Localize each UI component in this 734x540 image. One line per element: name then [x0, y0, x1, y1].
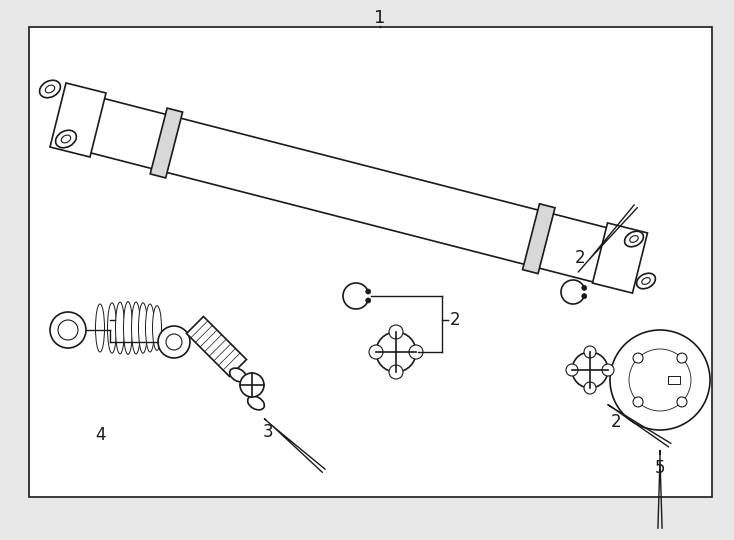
Circle shape [240, 373, 264, 397]
Ellipse shape [115, 302, 125, 354]
Circle shape [677, 353, 687, 363]
Ellipse shape [630, 235, 639, 242]
Circle shape [158, 326, 190, 358]
Polygon shape [186, 316, 247, 376]
Text: 2: 2 [611, 413, 621, 431]
Circle shape [389, 365, 403, 379]
Ellipse shape [636, 273, 655, 289]
Polygon shape [150, 108, 183, 178]
Polygon shape [592, 223, 647, 293]
Ellipse shape [247, 396, 264, 410]
Circle shape [641, 361, 679, 399]
Text: 4: 4 [95, 426, 105, 444]
Circle shape [58, 320, 78, 340]
Circle shape [366, 298, 371, 303]
Circle shape [50, 312, 86, 348]
Text: 1: 1 [374, 9, 385, 27]
Ellipse shape [139, 303, 148, 353]
Circle shape [572, 352, 608, 388]
Ellipse shape [145, 304, 154, 352]
Ellipse shape [123, 302, 133, 354]
Polygon shape [76, 95, 627, 287]
Ellipse shape [230, 368, 247, 382]
Circle shape [633, 397, 643, 407]
Circle shape [584, 382, 596, 394]
Text: 5: 5 [655, 459, 665, 477]
Circle shape [566, 364, 578, 376]
Ellipse shape [40, 80, 60, 98]
Text: 2: 2 [575, 249, 585, 267]
Ellipse shape [153, 306, 161, 350]
Circle shape [409, 345, 423, 359]
Circle shape [376, 332, 416, 372]
Circle shape [677, 397, 687, 407]
Bar [668, 376, 680, 384]
Ellipse shape [131, 302, 140, 354]
Circle shape [166, 334, 182, 350]
Circle shape [584, 346, 596, 358]
Text: 2: 2 [450, 311, 461, 329]
Circle shape [582, 294, 586, 299]
Circle shape [633, 353, 643, 363]
Ellipse shape [95, 304, 104, 352]
Polygon shape [523, 204, 555, 274]
Circle shape [389, 325, 403, 339]
Ellipse shape [107, 303, 117, 353]
Circle shape [369, 345, 383, 359]
Ellipse shape [625, 231, 644, 247]
Circle shape [582, 286, 586, 291]
Circle shape [602, 364, 614, 376]
Ellipse shape [46, 85, 55, 93]
Polygon shape [50, 83, 106, 157]
Ellipse shape [62, 135, 70, 143]
Circle shape [610, 330, 710, 430]
Circle shape [366, 289, 371, 294]
Circle shape [629, 349, 691, 411]
Text: 3: 3 [263, 423, 273, 441]
Ellipse shape [642, 278, 650, 285]
Ellipse shape [56, 130, 76, 148]
FancyBboxPatch shape [29, 27, 712, 497]
